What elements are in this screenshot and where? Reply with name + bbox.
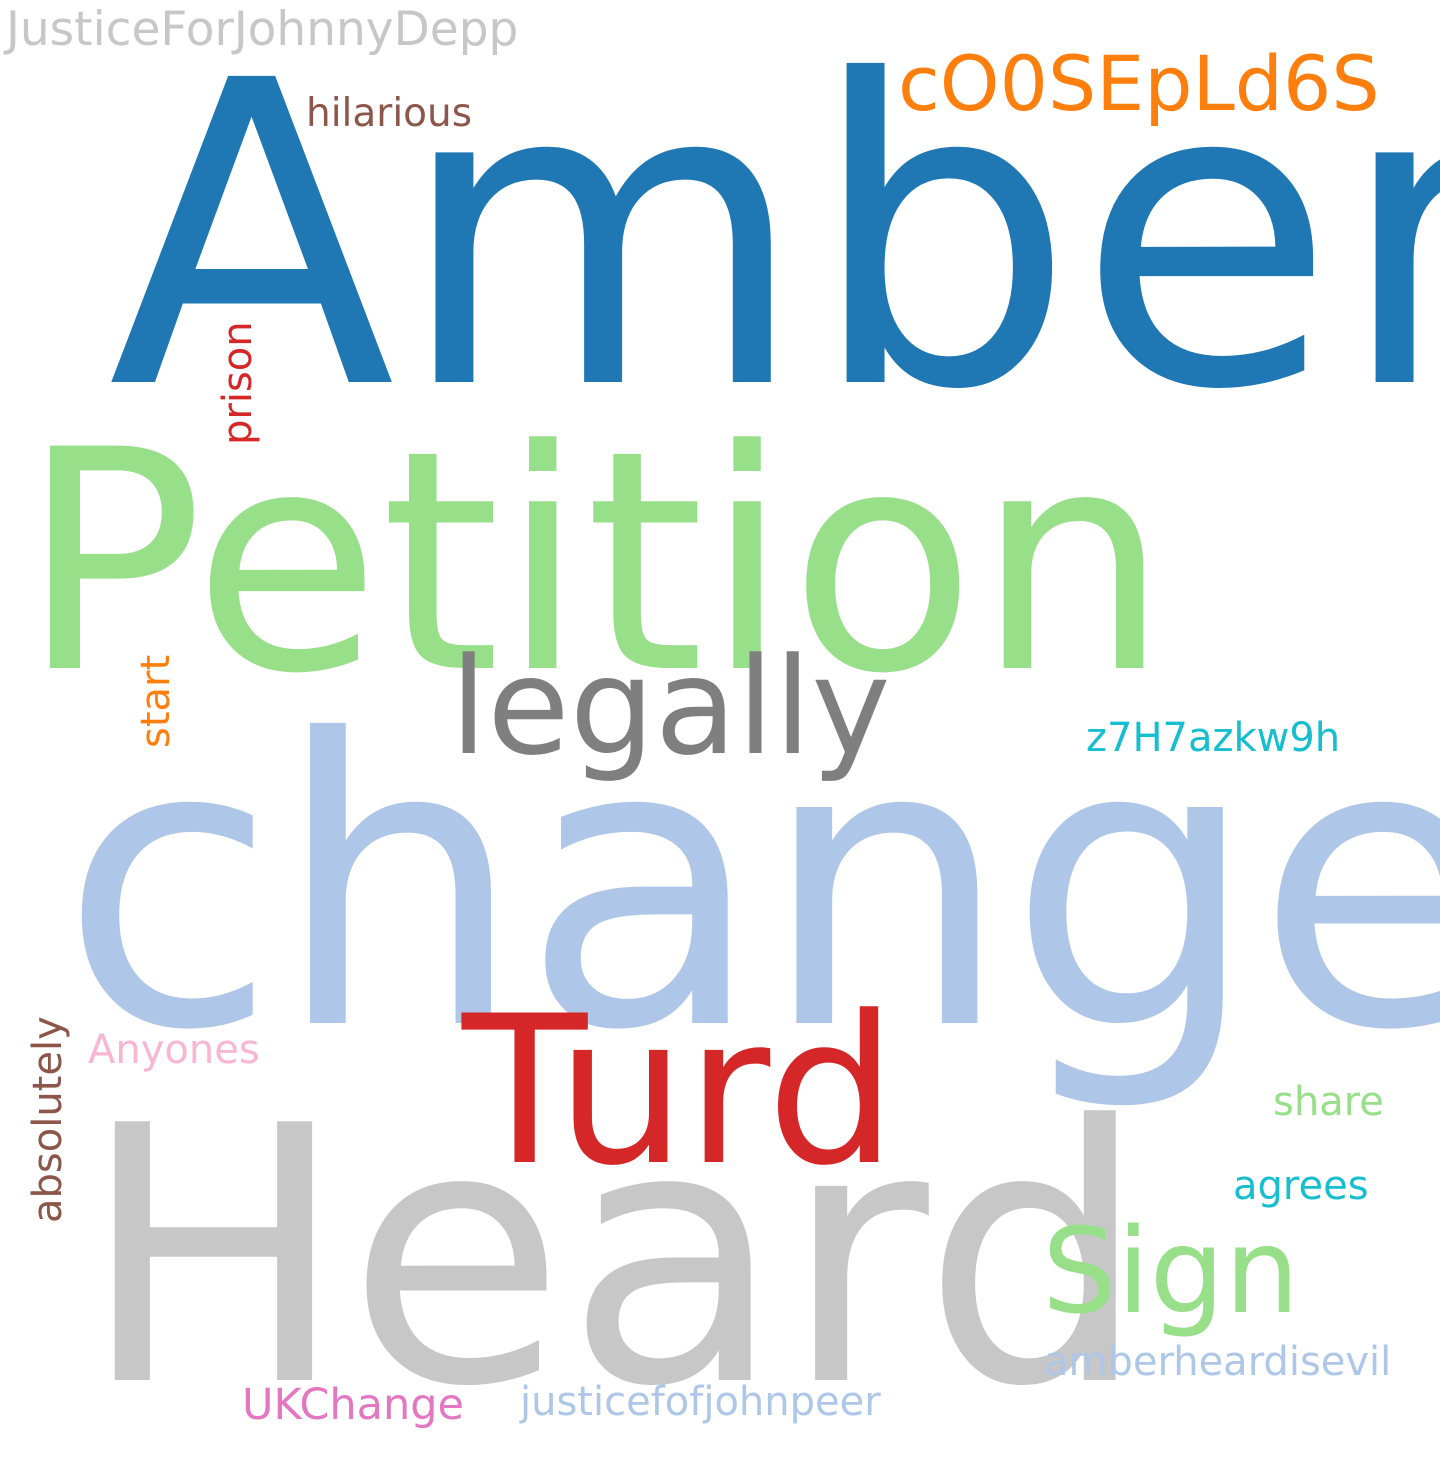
word-share: share — [1273, 1079, 1384, 1125]
word-justiceforjohnnydepp: JusticeForJohnnyDepp — [6, 2, 519, 57]
word-agrees: agrees — [1233, 1163, 1369, 1209]
word-absolutely: absolutely — [25, 1016, 71, 1223]
word-petition: Petition — [20, 385, 1170, 740]
word-hilarious: hilarious — [306, 91, 473, 136]
word-amber: Amber — [108, 0, 1440, 482]
word-c00sepld6s: cO0SEpLd6S — [898, 39, 1380, 128]
word-z7h7azkw9h: z7H7azkw9h — [1086, 715, 1341, 761]
word-ukchange: UKChange — [242, 1380, 464, 1430]
word-justicefofjohnpeer: justicefofjohnpeer — [520, 1379, 881, 1425]
word-anyones: Anyones — [88, 1027, 260, 1073]
word-change: change — [60, 657, 1440, 1117]
word-turd: Turd — [462, 973, 897, 1211]
word-legally: legally — [450, 629, 891, 785]
word-amberheardisevil: amberheardisevil — [1044, 1339, 1392, 1385]
word-heard: Heard — [80, 1050, 1148, 1464]
word-sign: Sign — [1042, 1202, 1300, 1340]
